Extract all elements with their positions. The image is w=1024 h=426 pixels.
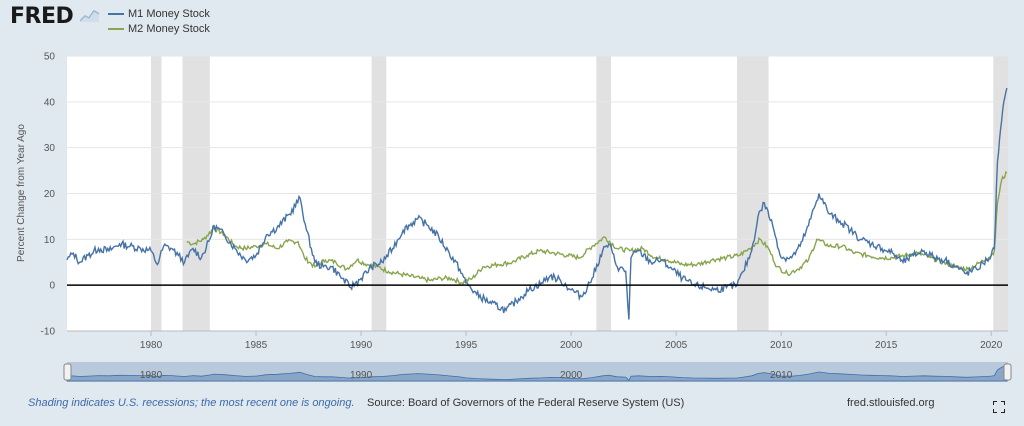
legend-label-m1: M1 Money Stock: [128, 7, 210, 20]
navigator-area: [66, 364, 1008, 382]
fred-logo: FRED: [10, 4, 74, 29]
series-line-m1: [66, 87, 1008, 320]
x-tick-label: 1995: [455, 340, 478, 351]
x-tick-label: 1985: [245, 340, 268, 351]
navigator-handle-right[interactable]: [1003, 363, 1012, 381]
axes: -10 0 10 20 30 40 50 1980 1985 1990 1995 2000 2005 20…: [41, 52, 1008, 351]
y-axis-title: Percent Change from Year Ago: [16, 124, 27, 262]
x-tick-label: 1980: [140, 340, 163, 351]
site-url[interactable]: fred.stlouisfed.org: [847, 397, 935, 409]
legend-label-m2: M2 Money Stock: [128, 22, 210, 35]
legend-swatch-m1: [108, 12, 124, 15]
recession-note: Shading indicates U.S. recessions; the m…: [28, 397, 355, 409]
y-tick-label: 20: [44, 189, 56, 200]
series-lines: [66, 87, 1008, 320]
legend-item-m2[interactable]: M2 Money Stock: [108, 21, 210, 36]
fullscreen-icon[interactable]: [993, 401, 1005, 413]
chart-legend: M1 Money Stock M2 Money Stock: [108, 6, 210, 36]
navigator-label: 2000: [560, 370, 583, 381]
navigator-label: 2010: [770, 370, 793, 381]
x-tick-label: 2000: [560, 340, 583, 351]
legend-swatch-m2: [108, 27, 124, 30]
x-tick-label: 1990: [350, 340, 373, 351]
source-text: Source: Board of Governors of the Federa…: [367, 397, 685, 409]
x-tick-label: 2015: [875, 340, 898, 351]
legend-item-m1[interactable]: M1 Money Stock: [108, 6, 210, 21]
series-line-m2: [186, 170, 1008, 286]
navigator-label: 1990: [350, 370, 373, 381]
y-tick-label: -10: [41, 327, 56, 338]
y-tick-label: 0: [49, 281, 55, 292]
x-tick-label: 2010: [770, 340, 793, 351]
fred-chart-icon: [80, 10, 100, 22]
navigator-label: 1980: [140, 370, 163, 381]
x-tick-label: 2005: [665, 340, 688, 351]
y-tick-label: 30: [44, 143, 56, 154]
y-tick-label: 10: [44, 235, 56, 246]
navigator-handle-left[interactable]: [63, 363, 72, 381]
y-tick-label: 50: [44, 52, 56, 63]
x-tick-label: 2020: [980, 340, 1003, 351]
y-tick-label: 40: [44, 97, 56, 108]
range-navigator[interactable]: 1980 1990 2000 2010: [63, 362, 1012, 382]
